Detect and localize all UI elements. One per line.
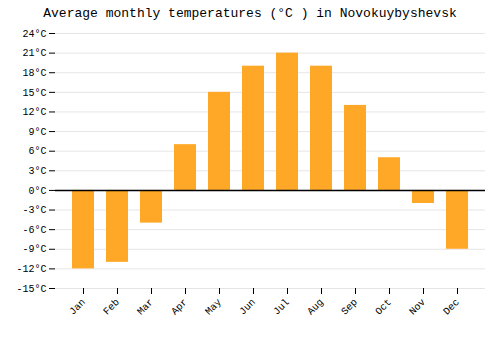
svg-text:21°C: 21°C xyxy=(22,48,46,59)
svg-text:3°C: 3°C xyxy=(28,166,46,177)
svg-text:-12°C: -12°C xyxy=(16,264,46,275)
svg-text:Jan: Jan xyxy=(67,297,88,318)
svg-text:18°C: 18°C xyxy=(22,68,46,79)
svg-text:24°C: 24°C xyxy=(22,29,46,40)
svg-text:May: May xyxy=(203,297,224,318)
svg-text:Sep: Sep xyxy=(339,297,360,318)
svg-text:0°C: 0°C xyxy=(28,186,46,197)
svg-text:-9°C: -9°C xyxy=(22,244,46,255)
svg-text:15°C: 15°C xyxy=(22,88,46,99)
svg-text:Mar: Mar xyxy=(135,297,156,318)
svg-text:Jun: Jun xyxy=(237,297,258,318)
svg-text:12°C: 12°C xyxy=(22,107,46,118)
svg-text:Nov: Nov xyxy=(407,297,428,318)
svg-text:Feb: Feb xyxy=(101,297,122,318)
svg-text:6°C: 6°C xyxy=(28,146,46,157)
svg-text:Jul: Jul xyxy=(271,297,292,318)
svg-text:9°C: 9°C xyxy=(28,127,46,138)
svg-text:Dec: Dec xyxy=(441,297,462,318)
svg-text:Oct: Oct xyxy=(373,297,394,318)
svg-text:Aug: Aug xyxy=(305,297,326,318)
svg-text:-6°C: -6°C xyxy=(22,225,46,236)
svg-text:Apr: Apr xyxy=(169,297,190,318)
svg-text:-3°C: -3°C xyxy=(22,205,46,216)
svg-text:-15°C: -15°C xyxy=(16,284,46,295)
html-text:Average monthly temperatures (: Average monthly temperatures (°C ) in No… xyxy=(43,6,457,21)
